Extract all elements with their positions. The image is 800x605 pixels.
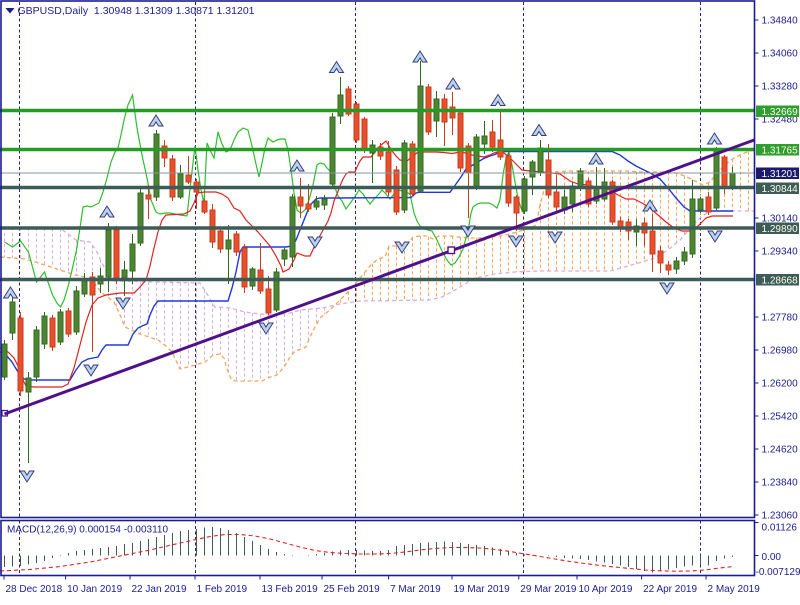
- svg-text:GBPUSD,Daily 1.30948 1.31309: GBPUSD,Daily 1.30948 1.31309 1.30871 1.3…: [18, 5, 255, 17]
- svg-text:MACD(12,26,9) 0.000154 -0.0031: MACD(12,26,9) 0.000154 -0.003110: [7, 525, 168, 536]
- svg-text:0.01126: 0.01126: [762, 523, 798, 534]
- svg-text:1.30844: 1.30844: [762, 184, 799, 195]
- svg-text:22 Jan 2019: 22 Jan 2019: [132, 584, 187, 595]
- svg-text:1.26200: 1.26200: [762, 379, 799, 390]
- svg-text:22 Apr 2019: 22 Apr 2019: [643, 584, 697, 595]
- svg-text:1.24620: 1.24620: [762, 445, 799, 456]
- svg-text:19 Mar 2019: 19 Mar 2019: [454, 584, 511, 595]
- svg-text:0.00: 0.00: [762, 552, 782, 563]
- svg-text:1.31201: 1.31201: [762, 169, 799, 180]
- svg-text:10 Apr 2019: 10 Apr 2019: [579, 584, 633, 595]
- svg-text:7 Mar 2019: 7 Mar 2019: [390, 584, 441, 595]
- svg-text:1.23840: 1.23840: [762, 478, 799, 489]
- svg-text:25 Feb 2019: 25 Feb 2019: [324, 584, 381, 595]
- svg-text:-0.007129: -0.007129: [756, 567, 800, 578]
- svg-text:28 Dec 2018: 28 Dec 2018: [6, 584, 63, 595]
- svg-text:1.34060: 1.34060: [762, 49, 799, 60]
- svg-text:1.25420: 1.25420: [762, 412, 799, 423]
- svg-text:1.33280: 1.33280: [762, 82, 799, 93]
- svg-text:1.32669: 1.32669: [762, 107, 799, 118]
- svg-text:1 Feb 2019: 1 Feb 2019: [197, 584, 248, 595]
- svg-text:1.26980: 1.26980: [762, 346, 799, 357]
- svg-text:1.27780: 1.27780: [762, 313, 799, 324]
- svg-text:1.28668: 1.28668: [762, 275, 799, 286]
- svg-text:1.31765: 1.31765: [762, 145, 799, 156]
- svg-text:1.29340: 1.29340: [762, 247, 799, 258]
- svg-text:13 Feb 2019: 13 Feb 2019: [262, 584, 319, 595]
- svg-text:1.29890: 1.29890: [762, 224, 799, 235]
- svg-text:2 May 2019: 2 May 2019: [708, 584, 761, 595]
- svg-text:1.34840: 1.34840: [762, 16, 799, 27]
- svg-text:1.23060: 1.23060: [762, 511, 799, 522]
- svg-text:29 Mar 2019: 29 Mar 2019: [520, 584, 577, 595]
- svg-text:10 Jan 2019: 10 Jan 2019: [67, 584, 122, 595]
